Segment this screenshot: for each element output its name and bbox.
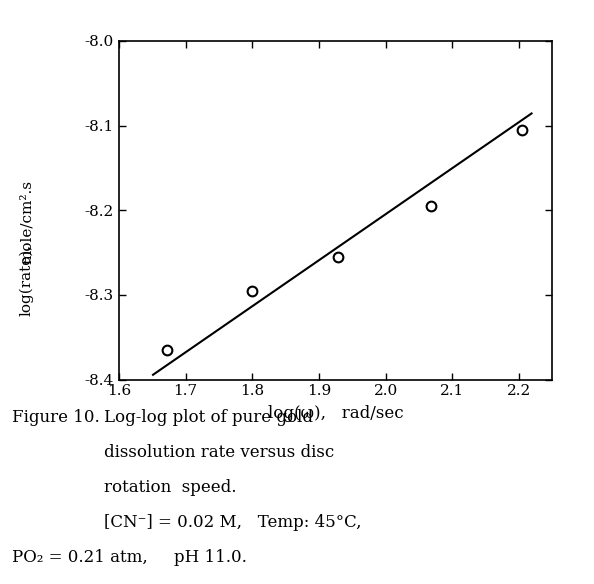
Text: Figure 10.: Figure 10. <box>12 409 100 426</box>
Text: dissolution rate versus disc: dissolution rate versus disc <box>104 444 334 461</box>
Text: mole/cm².s: mole/cm².s <box>20 180 34 264</box>
Text: [CN⁻] = 0.02 M,   Temp: 45°C,: [CN⁻] = 0.02 M, Temp: 45°C, <box>104 514 362 531</box>
Text: rotation  speed.: rotation speed. <box>104 479 236 496</box>
Text: PO₂ = 0.21 atm,     pH 11.0.: PO₂ = 0.21 atm, pH 11.0. <box>12 549 247 566</box>
Text: Log-log plot of pure gold: Log-log plot of pure gold <box>104 409 313 426</box>
X-axis label: log(ω),   rad/sec: log(ω), rad/sec <box>268 405 403 422</box>
Text: log(rate),: log(rate), <box>20 244 34 317</box>
